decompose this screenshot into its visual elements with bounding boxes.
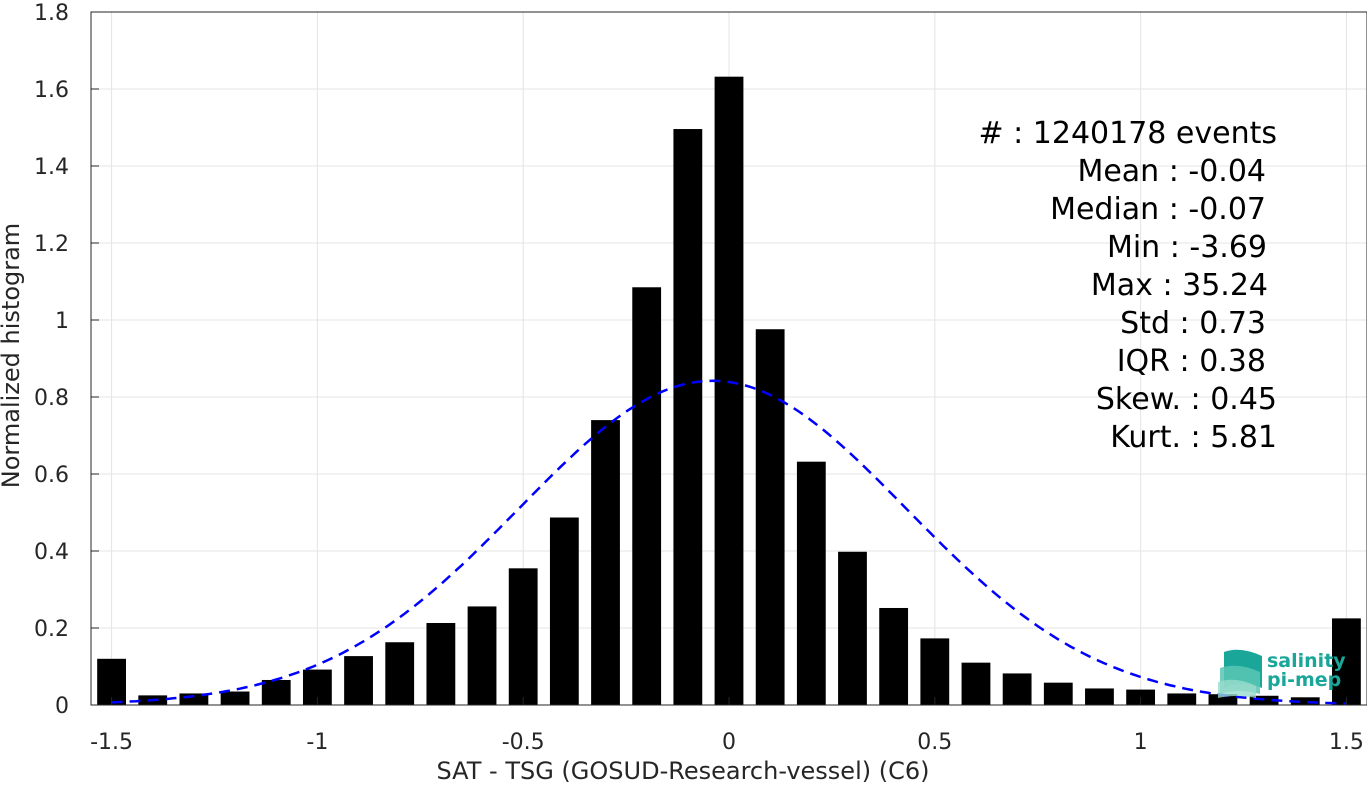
histogram-bar bbox=[714, 76, 744, 706]
y-tick-label: 1.8 bbox=[34, 1, 69, 26]
histogram-bar bbox=[1043, 682, 1073, 705]
stats-line: Std : 0.73 bbox=[1120, 306, 1266, 341]
x-tick-label: -1 bbox=[306, 730, 328, 755]
stats-line: Min : -3.69 bbox=[1107, 230, 1267, 265]
histogram-bar bbox=[220, 691, 250, 705]
tick-layer: -1.5 -1 -0.5 0 0.5 1 1.5 0 0.2 0.4 0.6 0.8 1 1.2 1.4 1.… bbox=[34, 1, 1364, 755]
x-tick-label: 1 bbox=[1134, 730, 1148, 755]
histogram-bar bbox=[673, 129, 703, 706]
y-tick-label: 1.6 bbox=[34, 78, 69, 103]
y-tick-label: 0.6 bbox=[34, 463, 69, 488]
histogram-bar bbox=[385, 642, 415, 705]
histogram-bar bbox=[632, 287, 662, 705]
histogram-bar bbox=[879, 607, 909, 705]
histogram-bar bbox=[796, 461, 826, 705]
x-tick-label: 0.5 bbox=[917, 730, 952, 755]
x-tick-label: -0.5 bbox=[502, 730, 545, 755]
y-tick-label: 1.2 bbox=[34, 232, 69, 257]
histogram-bar bbox=[344, 656, 373, 705]
histogram-bar bbox=[1002, 673, 1032, 705]
histogram-bar bbox=[508, 568, 538, 705]
histogram-bar bbox=[261, 679, 291, 705]
histogram-bar bbox=[755, 329, 785, 705]
histogram-bar bbox=[838, 551, 867, 705]
stats-line: # : 1240178 events bbox=[978, 116, 1277, 151]
stats-line: Kurt. : 5.81 bbox=[1110, 420, 1277, 455]
salinity-pimep-logo: salinity pi-mep bbox=[1218, 649, 1346, 698]
logo-line1: salinity bbox=[1267, 650, 1346, 672]
histogram-bar bbox=[426, 622, 456, 705]
y-tick-label: 1 bbox=[55, 309, 69, 334]
stats-line: Mean : -0.04 bbox=[1077, 154, 1266, 189]
y-tick-label: 1.4 bbox=[34, 155, 69, 180]
x-tick-label: 1.5 bbox=[1329, 730, 1364, 755]
stats-line: IQR : 0.38 bbox=[1117, 344, 1266, 379]
y-tick-label: 0 bbox=[55, 694, 69, 719]
histogram-bar bbox=[1332, 618, 1361, 705]
histogram-bar bbox=[467, 606, 497, 705]
y-tick-label: 0.8 bbox=[34, 386, 69, 411]
logo-line2: pi-mep bbox=[1267, 669, 1341, 691]
histogram-bar bbox=[920, 638, 950, 705]
gaussian-fit-curve bbox=[111, 379, 1347, 705]
y-tick-label: 0.2 bbox=[34, 617, 69, 642]
histogram-bar bbox=[591, 420, 620, 705]
x-axis-label: SAT - TSG (GOSUD-Research-vessel) (C6) bbox=[437, 757, 930, 785]
x-tick-label: 0 bbox=[722, 730, 736, 755]
stats-line: Skew. : 0.45 bbox=[1096, 382, 1277, 417]
x-tick-label: -1.5 bbox=[90, 730, 133, 755]
histogram-bar bbox=[1208, 694, 1238, 705]
y-axis-label: Normalized histogram bbox=[0, 223, 25, 488]
histogram-bar bbox=[549, 517, 579, 705]
histogram-bar bbox=[1290, 697, 1320, 705]
histogram-bar bbox=[961, 662, 991, 705]
histogram-bar bbox=[1085, 688, 1114, 705]
histogram-bar bbox=[1167, 693, 1197, 705]
bar-layer bbox=[97, 76, 1361, 706]
stats-line: Max : 35.24 bbox=[1091, 268, 1268, 303]
stats-line: Median : -0.07 bbox=[1050, 192, 1266, 227]
wave-logo-icon bbox=[1218, 649, 1262, 698]
y-tick-label: 0.4 bbox=[34, 540, 69, 565]
histogram-bar bbox=[179, 693, 209, 705]
